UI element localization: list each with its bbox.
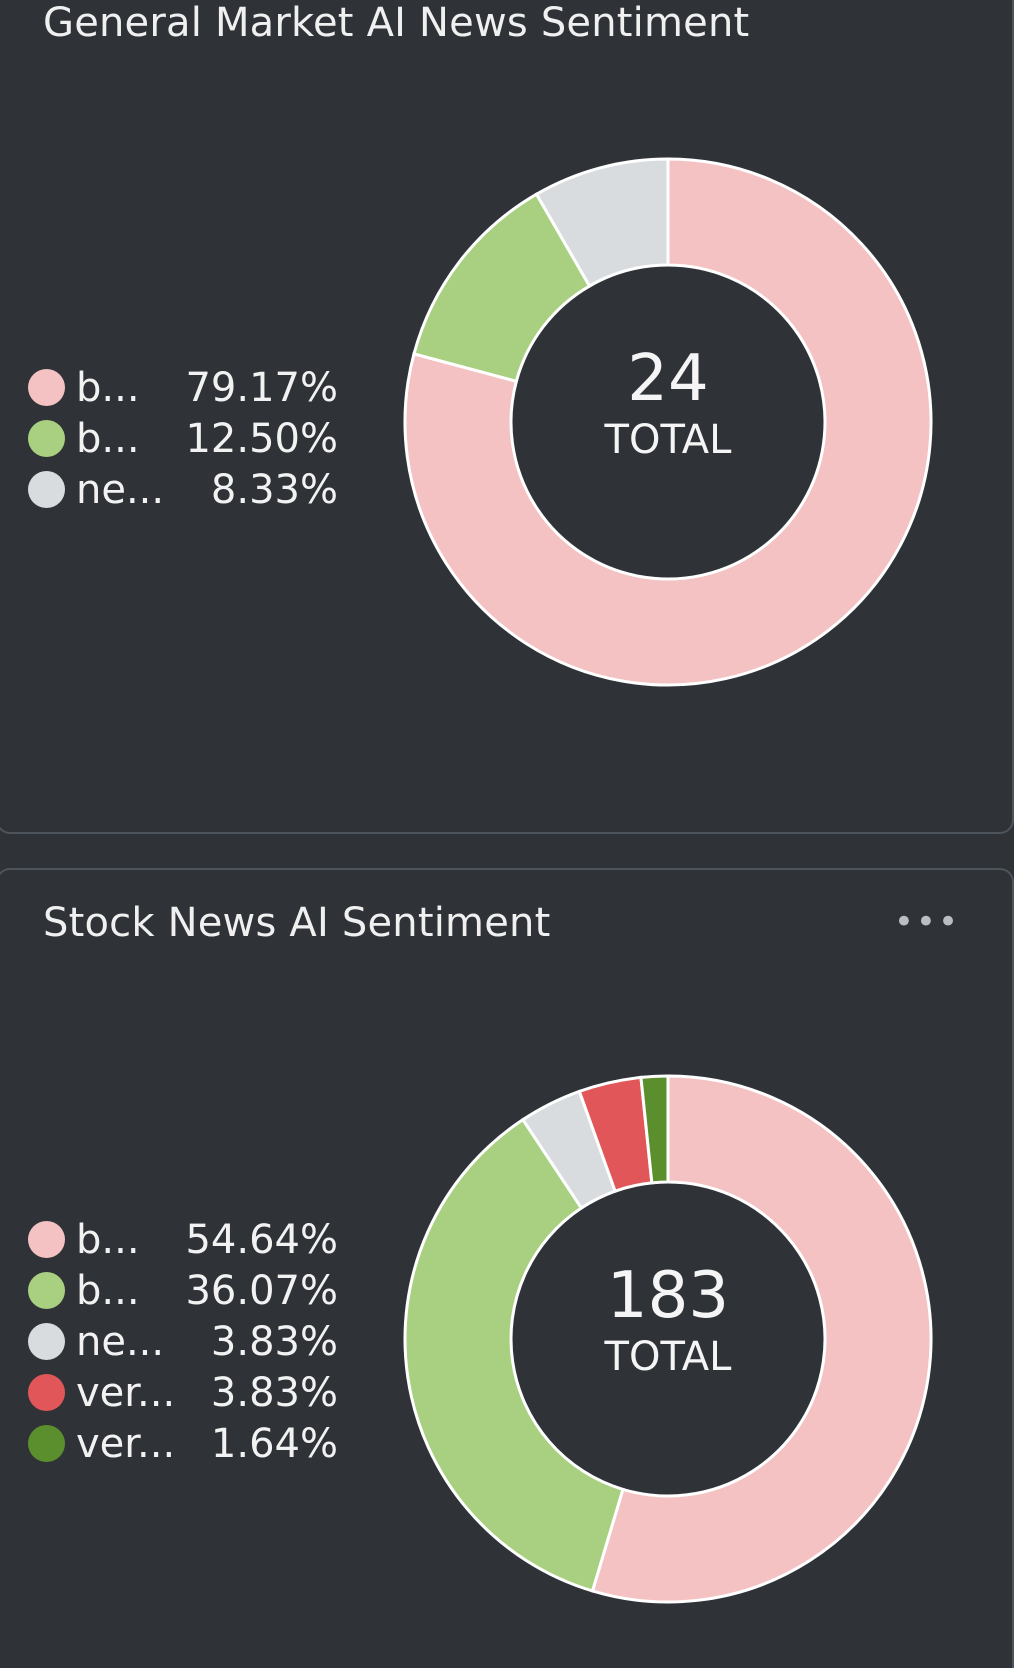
donut-slice[interactable]: [403, 157, 933, 687]
more-options-icon[interactable]: •••: [893, 902, 960, 942]
legend-label: b...: [76, 415, 140, 462]
stock-news-sentiment-card: Stock News AI Sentiment ••• b... 54.64% …: [0, 868, 1014, 1668]
legend-color-dot: [28, 1323, 65, 1360]
legend-percent: 3.83%: [210, 1369, 338, 1416]
legend-item[interactable]: b... 36.07%: [28, 1265, 338, 1316]
donut-svg: [403, 157, 933, 687]
donut-slice[interactable]: [639, 1074, 670, 1185]
total-label: TOTAL: [604, 417, 732, 463]
total-label: TOTAL: [604, 1334, 732, 1380]
legend-percent: 3.83%: [210, 1318, 338, 1365]
donut-chart: 24 TOTAL: [383, 137, 953, 707]
legend-color-dot: [28, 1221, 65, 1258]
legend-item[interactable]: ver... 1.64%: [28, 1418, 338, 1469]
legend-item[interactable]: b... 12.50%: [28, 413, 338, 464]
chart-title: General Market AI News Sentiment: [43, 0, 750, 46]
general-market-sentiment-card: General Market AI News Sentiment b... 79…: [0, 0, 1014, 834]
legend-color-dot: [28, 1425, 65, 1462]
legend-item[interactable]: ne... 3.83%: [28, 1316, 338, 1367]
donut-slice[interactable]: [403, 1117, 625, 1593]
legend-percent: 36.07%: [185, 1267, 338, 1314]
legend-percent: 79.17%: [185, 364, 338, 411]
legend-percent: 54.64%: [185, 1216, 338, 1263]
legend-label: b...: [76, 1216, 140, 1263]
legend-color-dot: [28, 471, 65, 508]
legend-label: ver...: [76, 1369, 176, 1416]
legend-percent: 8.33%: [210, 466, 338, 513]
legend-item[interactable]: ne... 8.33%: [28, 464, 338, 515]
legend-label: ne...: [76, 1318, 165, 1365]
legend-label: b...: [76, 364, 140, 411]
chart-legend: b... 79.17% b... 12.50% ne... 8.33%: [28, 362, 338, 515]
legend-item[interactable]: ver... 3.83%: [28, 1367, 338, 1418]
total-count: 24: [627, 342, 709, 416]
chart-title: Stock News AI Sentiment: [43, 900, 551, 946]
legend-label: ver...: [76, 1420, 176, 1467]
legend-percent: 1.64%: [210, 1420, 338, 1467]
legend-color-dot: [28, 369, 65, 406]
donut-chart: 183 TOTAL: [383, 1054, 953, 1624]
donut-slice[interactable]: [534, 157, 670, 289]
legend-label: b...: [76, 1267, 140, 1314]
legend-percent: 12.50%: [185, 415, 338, 462]
legend-color-dot: [28, 420, 65, 457]
legend-color-dot: [28, 1374, 65, 1411]
legend-item[interactable]: b... 54.64%: [28, 1214, 338, 1265]
donut-slice[interactable]: [590, 1074, 933, 1604]
legend-color-dot: [28, 1272, 65, 1309]
legend-label: ne...: [76, 466, 165, 513]
legend-item[interactable]: b... 79.17%: [28, 362, 338, 413]
donut-svg: [403, 1074, 933, 1604]
total-count: 183: [606, 1259, 730, 1333]
chart-legend: b... 54.64% b... 36.07% ne... 3.83% ver.…: [28, 1214, 338, 1469]
